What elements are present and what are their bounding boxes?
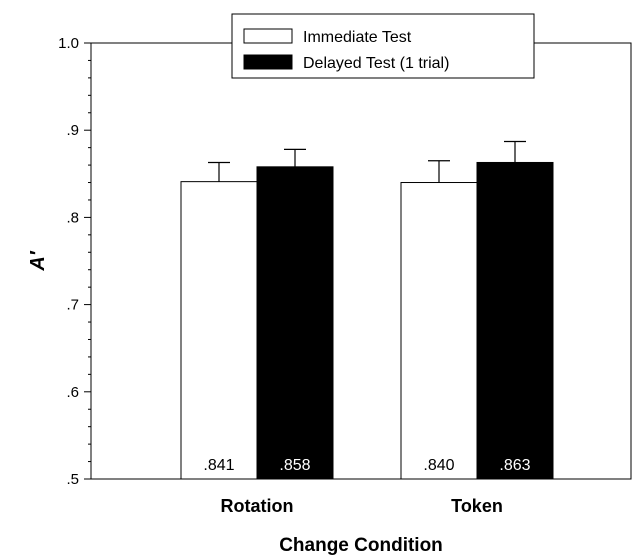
legend-label-immediate-test: Immediate Test	[303, 29, 412, 46]
x-tick-label: Rotation	[221, 496, 294, 516]
bar-value-label: .858	[279, 457, 310, 474]
legend-swatch-delayed-test	[243, 54, 293, 70]
legend-swatch-immediate-test	[243, 28, 293, 44]
y-major-ticks: .5 .6 .7 .8 .9 1.0	[58, 35, 91, 488]
y-tick-label: .9	[66, 122, 79, 139]
y-tick-label: .5	[66, 471, 79, 488]
bar	[256, 166, 334, 480]
y-tick-label: .6	[66, 384, 79, 401]
y-tick-label: 1.0	[58, 35, 79, 52]
bar-value-label: .863	[499, 457, 530, 474]
bar-value-label: .841	[203, 457, 234, 474]
x-axis-label: Change Condition	[279, 535, 443, 556]
bar	[400, 182, 478, 480]
bar	[180, 181, 258, 480]
error-bars	[208, 140, 526, 183]
y-axis-label: A′	[27, 250, 49, 271]
bar-value-label: .840	[423, 457, 454, 474]
bars: .841 .858 Rotation .840 .863 Token	[180, 161, 554, 516]
bar	[476, 161, 554, 480]
y-tick-label: .8	[66, 209, 79, 226]
legend-label-delayed-test: Delayed Test (1 trial)	[303, 55, 449, 72]
y-tick-label: .7	[66, 297, 79, 314]
legend: Immediate Test Delayed Test (1 trial)	[231, 13, 535, 79]
x-tick-label: Token	[451, 496, 503, 516]
